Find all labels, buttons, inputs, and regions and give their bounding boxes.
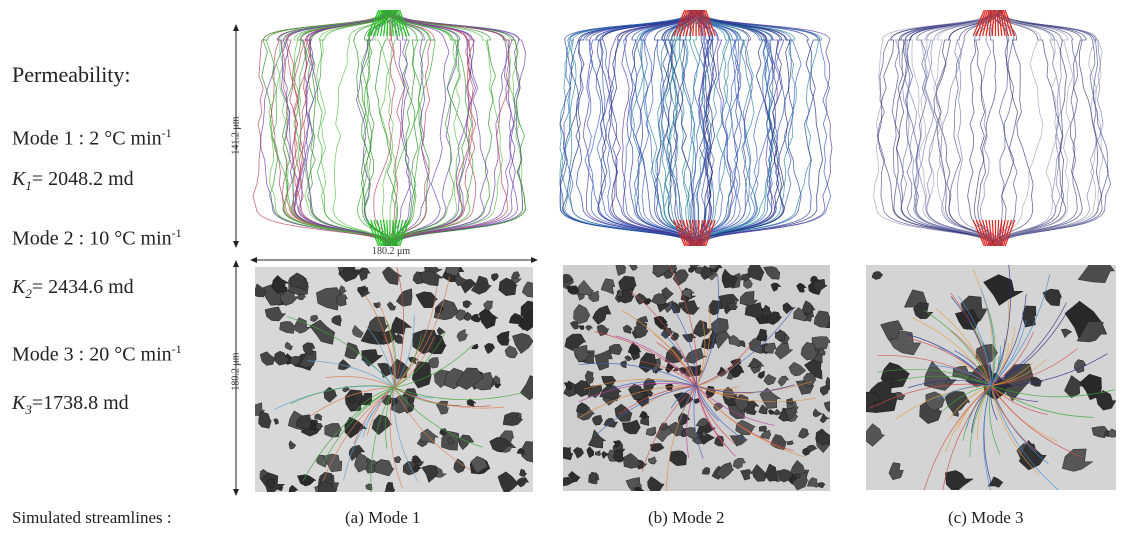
mode3-label: Mode 3 : 20 °C min-1 [12,342,182,367]
depth-scale-label: 180.2 μm [230,352,242,391]
mode3-label-sup: -1 [171,342,182,356]
k2-sub: 2 [25,286,32,301]
mode1-label-text: Mode 1 : 2 °C min [12,127,162,150]
permeability-legend: Permeability: Mode 1 : 2 °C min-1 K1= 20… [0,0,230,534]
mode2-label-sup: -1 [171,226,182,240]
mode3-pore-structure-top-view [866,265,1116,490]
scale-bar-horizontal [250,257,538,263]
k2-value-text: = 2434.6 md [31,276,134,298]
mode3-label-text: Mode 3 : 20 °C min [12,343,172,366]
height-scale-label: 141.2 μm [230,116,242,155]
k3-value-text: =1738.8 md [31,392,129,414]
k1-symbol: K [12,168,26,190]
k3-sub: 3 [25,402,32,417]
width-scale-label: 180.2 μm [372,246,411,257]
caption-mode1: (a) Mode 1 [345,508,421,527]
mode2-label-text: Mode 2 : 10 °C min [12,227,172,250]
k3-value: K3=1738.8 md [12,392,129,418]
mode2-pore-structure-top-view [563,265,830,491]
caption-mode3: (c) Mode 3 [948,508,1024,527]
k1-sub: 1 [25,178,32,193]
legend-heading: Permeability: [12,62,131,87]
mode1-label: Mode 1 : 2 °C min-1 [12,126,172,151]
k2-symbol: K [12,276,26,298]
mode2-streamlines-side-view [559,10,833,246]
mode1-pore-structure-top-view [255,267,533,492]
k1-value: K1= 2048.2 md [12,168,134,194]
caption-mode2: (b) Mode 2 [648,508,725,527]
k2-value: K2= 2434.6 md [12,276,134,302]
k1-value-text: = 2048.2 md [31,168,134,190]
row-label: Simulated streamlines : [12,508,172,527]
k3-symbol: K [12,392,26,414]
mode2-label: Mode 2 : 10 °C min-1 [12,226,182,251]
mode3-streamlines-side-view [873,10,1112,246]
mode1-streamlines-side-view [252,10,527,246]
mode1-label-sup: -1 [161,126,172,140]
scale-bars-vertical [233,24,239,496]
